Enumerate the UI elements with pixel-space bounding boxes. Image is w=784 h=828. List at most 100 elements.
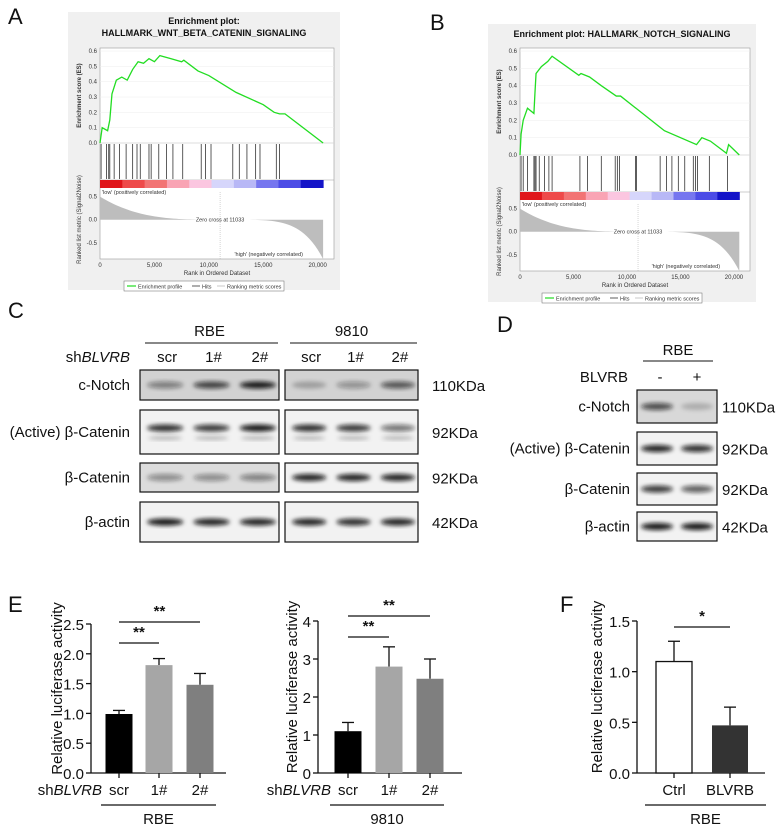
rank-color-segment	[563, 192, 587, 200]
metric-tick-label: 0.5	[89, 195, 98, 201]
es-tick-label: 0.5	[509, 66, 518, 72]
group-label-9810: 9810	[335, 323, 368, 340]
enrichment-profile-line	[519, 55, 740, 156]
protein-band	[641, 485, 673, 493]
protein-band	[380, 381, 416, 389]
y-tick-label: 0.0	[63, 766, 84, 783]
protein-band	[380, 474, 416, 481]
blvrb-label: BLVRB	[580, 369, 628, 386]
x-tick-label: 5,000	[566, 275, 582, 281]
significance-stars: **	[383, 597, 395, 614]
legend-box	[541, 292, 703, 304]
metric-axis-label: Ranked list metric (Signal2Noise)	[497, 187, 503, 276]
rank-color-segment	[629, 192, 653, 200]
x-tick-label: 20,000	[308, 263, 327, 269]
rank-color-segment	[122, 180, 146, 188]
protein-band	[681, 403, 713, 410]
x-tick-label: 15,000	[671, 275, 690, 281]
x-tick-label: 2#	[422, 782, 439, 799]
es-tick-label: 0.0	[89, 141, 98, 147]
x-tick-label: 0	[518, 275, 522, 281]
rank-color-segment	[100, 180, 123, 188]
panel-label-b: B	[430, 10, 445, 35]
protein-band	[292, 381, 327, 389]
protein-band	[381, 436, 415, 440]
blot-membrane	[139, 409, 280, 455]
protein-band	[147, 424, 184, 432]
bar-2	[416, 678, 444, 773]
low-label: 'low' (positively correlated)	[522, 202, 586, 208]
rank-color-segment	[256, 180, 279, 188]
protein-band	[380, 424, 416, 432]
y-axis-label: Relative luciferase activity	[49, 602, 66, 775]
es-tick-label: 0.4	[509, 84, 518, 90]
panel-label-c: C	[8, 298, 24, 323]
es-tick-label: 0.5	[89, 64, 98, 70]
metric-axis-label: Ranked list metric (Signal2Noise)	[77, 175, 83, 264]
shrna-label: shBLVRB	[267, 782, 331, 799]
es-tick-label: 0.3	[89, 95, 98, 101]
protein-band	[239, 474, 276, 481]
protein-band	[193, 381, 230, 389]
protein-band	[193, 474, 230, 481]
blot-row-label: (Active) β-Catenin	[510, 441, 630, 458]
protein-band	[641, 523, 673, 530]
significance-stars: *	[699, 608, 705, 625]
x-tick-label: 10,000	[200, 263, 219, 269]
metric-tick-label: 0.0	[89, 218, 98, 224]
y-tick-label: 3	[303, 652, 311, 669]
lane-sign-label: +	[693, 369, 702, 386]
zero-cross-label: Zero cross at 11033	[614, 230, 663, 236]
legend-enrichment-profile: Enrichment profile	[138, 285, 182, 291]
y-tick-label: 0.0	[609, 766, 630, 783]
protein-band	[336, 474, 371, 481]
significance-stars: **	[133, 624, 145, 641]
molecular-weight-label: 92KDa	[722, 442, 769, 459]
chart-title-line2: HALLMARK_WNT_BETA_CATENIN_SIGNALING	[102, 28, 307, 38]
panel-label-a: A	[8, 4, 23, 29]
bar-1	[145, 665, 173, 773]
protein-band	[681, 523, 713, 530]
protein-band	[147, 518, 184, 526]
y-tick-label: 1.0	[609, 665, 630, 682]
gsea-plot-wnt: Enrichment plot: HALLMARK_WNT_BETA_CATENI…	[68, 12, 340, 292]
panel-label-e: E	[8, 592, 23, 617]
y-tick-label: 1.5	[609, 614, 630, 631]
significance-stars: **	[154, 603, 166, 620]
enrichment-profile-line	[99, 54, 324, 144]
protein-band	[240, 436, 275, 440]
significance-stars: **	[363, 618, 375, 635]
blot-row-label: (Active) β-Catenin	[10, 424, 130, 441]
protein-band	[641, 445, 673, 452]
group-label: RBE	[143, 811, 174, 828]
y-tick-label: 0.5	[63, 736, 84, 753]
rank-color-segment	[520, 192, 543, 200]
es-tick-label: 0.2	[89, 110, 98, 116]
blot-row-label: β-actin	[85, 514, 130, 531]
x-axis-label: Rank in Ordered Dataset	[602, 283, 669, 289]
rank-color-segment	[695, 192, 718, 200]
group-label: RBE	[690, 811, 721, 828]
x-tick-label: scr	[338, 782, 358, 799]
molecular-weight-label: 92KDa	[432, 425, 479, 442]
protein-band	[147, 381, 184, 389]
blot-row-label: c-Notch	[578, 399, 630, 416]
x-tick-label: Ctrl	[662, 782, 685, 799]
x-tick-label: 2#	[192, 782, 209, 799]
y-tick-label: 2	[303, 690, 311, 707]
x-axis-label: Rank in Ordered Dataset	[184, 271, 251, 277]
molecular-weight-label: 110KDa	[722, 400, 776, 417]
gene: BLVRB	[82, 349, 130, 366]
protein-band	[292, 518, 327, 526]
protein-band	[336, 424, 371, 432]
rank-color-segment	[717, 192, 740, 200]
chart-title-line1: Enrichment plot:	[168, 16, 240, 26]
western-blot-c: RBE scr 1# 2# 9810 scr 1# 2# shBLVRB c-Notch 110KD…	[10, 323, 486, 543]
blot-row-label: β-actin	[585, 519, 630, 536]
metric-tick-label: 0.0	[509, 230, 518, 236]
protein-band	[336, 381, 371, 389]
es-axis-label: Enrichment score (ES)	[497, 69, 503, 133]
es-tick-label: 0.6	[509, 49, 518, 55]
